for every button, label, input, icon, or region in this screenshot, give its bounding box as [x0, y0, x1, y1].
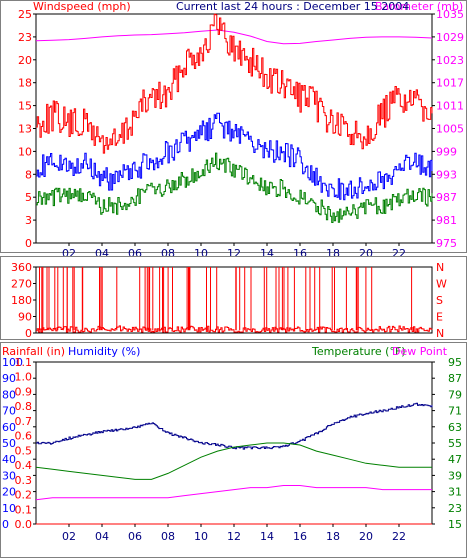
barometer-line — [35, 29, 433, 45]
temperature-y-tick-label: 63 — [448, 421, 462, 434]
rainfall-y-tick-label: 0.7 — [15, 415, 33, 428]
baro-y-tick-label: 1023 — [436, 54, 464, 67]
compass-tick-label: W — [436, 278, 447, 291]
rainfall-y-tick-label: 0.4 — [15, 459, 33, 472]
wind-y-tick-label: 23 — [18, 31, 32, 44]
weather-x-tick-label: 14 — [260, 530, 274, 543]
direction-y-tick-label: 90 — [18, 311, 32, 324]
baro-y-tick-label: 987 — [436, 191, 457, 204]
barometer-axis-title: Barometer (mb) — [375, 0, 463, 13]
weather-plot-area — [35, 361, 433, 525]
baro-y-tick-label: 1029 — [436, 31, 464, 44]
humidity-y-tick-label: 0 — [2, 518, 9, 531]
wind-y-tick-label: 5 — [25, 191, 32, 204]
humidity-y-tick-label: 100 — [2, 356, 23, 369]
weather-x-tick-label: 06 — [128, 530, 142, 543]
temperature-y-tick-label: 79 — [448, 388, 462, 401]
wind-y-tick-label: 20 — [18, 54, 32, 67]
humidity-legend-label: Humidity (%) — [68, 345, 140, 358]
humidity-y-tick-label: 50 — [2, 437, 16, 450]
temperature-y-tick-label: 15 — [448, 518, 462, 531]
weather-x-tick-label: 22 — [392, 530, 406, 543]
direction-y-tick-label: 180 — [11, 294, 32, 307]
rainfall-y-tick-label: 0.1 — [15, 503, 33, 516]
direction-plot-area — [35, 266, 433, 334]
temperature-y-tick-label: 95 — [448, 356, 462, 369]
temperature-y-tick-label: 71 — [448, 405, 462, 418]
baro-y-tick-label: 1017 — [436, 77, 464, 90]
dewpoint-legend-label: Dew Point — [392, 345, 448, 358]
wind-y-tick-label: 10 — [18, 145, 32, 158]
humidity-y-tick-label: 30 — [2, 469, 16, 482]
humidity-y-tick-label: 10 — [2, 502, 16, 515]
direction-y-tick-label: 270 — [11, 278, 32, 291]
weather-x-tick-label: 02 — [62, 530, 76, 543]
baro-y-tick-label: 1005 — [436, 123, 464, 136]
weather-x-tick-label: 20 — [359, 530, 373, 543]
wind-average-line — [36, 112, 433, 201]
humidity-temperature-chart: 0 10 20 30 40 50 60 70 80 90 100 0.0 0.10.2 0.3 0.4 0.5… — [0, 342, 467, 558]
baro-y-tick-label: 1011 — [436, 100, 464, 113]
compass-tick-label: E — [436, 311, 443, 324]
wind-chart: 0 3 5 8 10 13 15 18 20 23 25 975 981 987 993 999 1005 101… — [0, 0, 467, 260]
rainfall-y-tick-label: 0.9 — [15, 385, 33, 398]
humidity-line — [36, 402, 433, 450]
weather-x-tick-label: 04 — [95, 530, 109, 543]
weather-x-tick-label: 10 — [194, 530, 208, 543]
windspeed-axis-title: Windspeed (mph) — [33, 0, 131, 13]
wind-y-tick-label: 13 — [18, 123, 32, 136]
compass-tick-label: S — [436, 294, 443, 307]
temperature-y-tick-label: 55 — [448, 437, 462, 450]
temperature-y-tick-label: 23 — [448, 502, 462, 515]
wind-direction-north-spikes — [39, 267, 413, 331]
humidity-y-tick-label: 90 — [2, 372, 16, 385]
chart-title: Current last 24 hours : December 15 2004 — [176, 0, 409, 13]
compass-tick-label: N — [436, 327, 444, 340]
weather-x-tick-label: 12 — [227, 530, 241, 543]
temperature-y-tick-label: 39 — [448, 469, 462, 482]
baro-y-tick-label: 999 — [436, 145, 457, 158]
direction-y-tick-label: 360 — [11, 261, 32, 274]
wind-y-tick-label: 8 — [25, 168, 32, 181]
rainfall-y-tick-label: 0.6 — [15, 430, 33, 443]
temperature-y-tick-label: 87 — [448, 372, 462, 385]
rainfall-y-tick-label: 0.0 — [15, 518, 33, 531]
temperature-y-tick-label: 47 — [448, 453, 462, 466]
wind-gust-line — [36, 13, 433, 154]
humidity-y-tick-label: 80 — [2, 388, 16, 401]
baro-y-tick-label: 981 — [436, 214, 457, 227]
rainfall-y-tick-label: 0.8 — [15, 400, 33, 413]
wind-y-tick-label: 3 — [25, 214, 32, 227]
rainfall-legend-label: Rainfall (in) — [2, 345, 65, 358]
rainfall-y-tick-label: 0.3 — [15, 474, 33, 487]
wind-minimum-line — [36, 152, 433, 223]
baro-y-tick-label: 1035 — [436, 8, 464, 21]
baro-y-tick-label: 975 — [436, 237, 457, 250]
baro-y-tick-label: 993 — [436, 168, 457, 181]
wind-y-tick-label: 15 — [18, 100, 32, 113]
rainfall-y-tick-label: 1.0 — [15, 371, 33, 384]
wind-y-tick-label: 0 — [25, 237, 32, 250]
weather-x-tick-label: 16 — [293, 530, 307, 543]
wind-y-tick-label: 25 — [18, 8, 32, 21]
temperature-y-tick-label: 31 — [448, 486, 462, 499]
weather-x-tick-label: 18 — [326, 530, 340, 543]
humidity-y-tick-label: 70 — [2, 405, 16, 418]
rainfall-y-tick-label: 0.5 — [15, 444, 33, 457]
weather-x-tick-label: 08 — [161, 530, 175, 543]
temperature-legend-label: Temperature (°F) — [311, 345, 406, 358]
direction-y-tick-label: 0 — [25, 327, 32, 340]
humidity-y-tick-label: 20 — [2, 486, 16, 499]
compass-tick-label: N — [436, 261, 444, 274]
rainfall-y-tick-label: 1.1 — [15, 356, 33, 369]
dewpoint-line — [35, 485, 432, 501]
humidity-y-tick-label: 60 — [2, 421, 16, 434]
temperature-line — [35, 442, 432, 480]
rainfall-y-tick-label: 0.2 — [15, 489, 33, 502]
wind-y-tick-label: 18 — [18, 77, 32, 90]
humidity-y-tick-label: 40 — [2, 453, 16, 466]
